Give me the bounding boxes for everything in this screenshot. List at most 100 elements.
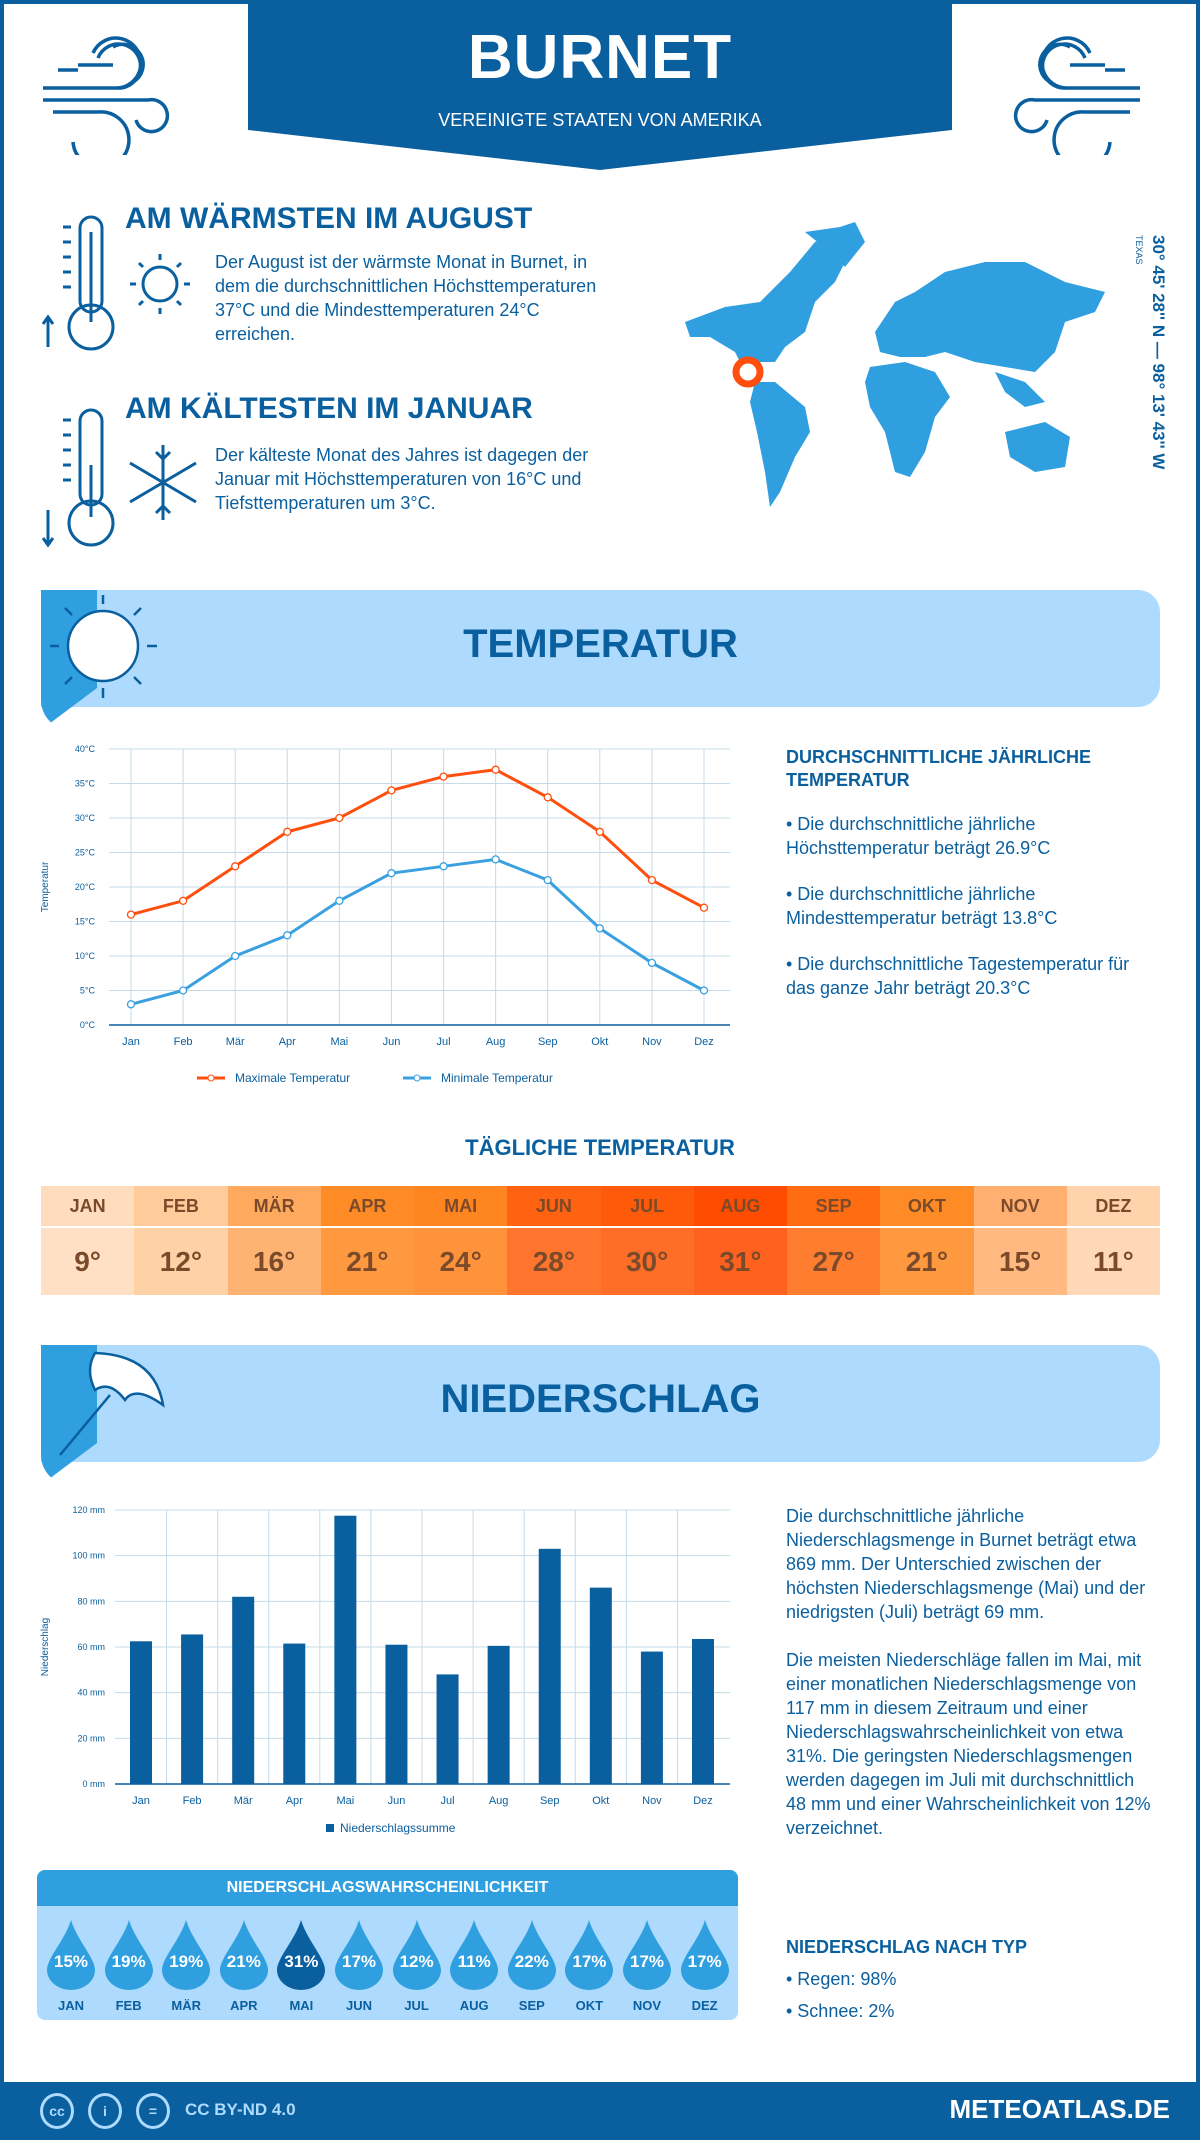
probability-drop: 17% JUN [335,1920,383,2013]
thermometer-warm-icon [41,215,190,351]
probability-month: MAI [289,1998,314,2013]
x-tick-label: Nov [642,1795,662,1807]
data-point [543,875,552,885]
x-tick-label: Dez [693,1795,713,1807]
probability-drop: 15% JAN [47,1920,95,2013]
license-link[interactable]: CC BY-ND 4.0 [185,2100,296,2119]
data-point [231,862,240,871]
daily-month: FEB [134,1186,228,1226]
x-tick-label: Jul [437,1036,451,1048]
probability-value: 17% [572,1952,607,1971]
probability-drop: 22% SEP [507,1920,556,2013]
data-point [335,813,344,823]
x-tick-label: Okt [592,1795,609,1807]
bar [538,1548,561,1784]
location-marker-icon [732,356,764,388]
y-tick-label: 5°C [80,986,96,996]
footer: cc i = CC BY-ND 4.0 METEOATLAS.DE [0,2082,1200,2140]
data-point [491,855,500,864]
raindrop-icon [680,1920,729,1990]
daily-month: JUL [600,1186,694,1226]
data-point [387,869,396,878]
x-tick-label: Aug [489,1795,509,1807]
bar [232,1596,255,1784]
daily-value: 16° [227,1226,321,1295]
daily-value: 31° [693,1226,787,1295]
daily-temperature-table: JAN FEB MÄR APR MAI JUN JUL AUG SEP OKT NOV DEZ 9° 12… [41,1186,1160,1295]
daily-month: MÄR [227,1186,321,1226]
daily-month: SEP [787,1186,881,1226]
daily-month: JUN [507,1186,601,1226]
y-tick-label: 120 mm [72,1505,105,1515]
probability-value: 17% [687,1952,722,1971]
y-axis-label: Niederschlag [40,1618,51,1676]
x-tick-label: Okt [591,1036,608,1048]
y-tick-label: 80 mm [77,1596,105,1606]
data-point [647,875,657,885]
y-axis-label: Temperatur [40,861,51,912]
precipitation-summary: Die durchschnittliche jährliche Niedersc… [786,1504,1156,1840]
warmest-text: Der August ist der wärmste Monat in Burn… [215,252,597,344]
y-tick-label: 60 mm [77,1642,105,1652]
daily-temperature-title: TÄGLICHE TEMPERATUR [465,1135,735,1160]
type-rain: • Regen: 98% [786,1969,897,1989]
series-line [130,857,705,1006]
x-tick-label: Jun [383,1036,401,1048]
data-point [699,903,709,912]
y-tick-label: 15°C [75,917,96,927]
precipitation-para-1: Die durchschnittliche jährliche Niedersc… [786,1506,1146,1622]
probability-month: NOV [632,1998,662,2013]
site-link[interactable]: METEOATLAS.DE [949,2094,1170,2124]
probability-drop: 11% AUG [450,1920,499,2013]
y-tick-label: 30°C [75,813,96,823]
probability-drop: 12% JUL [392,1920,441,2013]
daily-value: 28° [507,1226,601,1295]
probability-month: DEZ [691,1998,718,2013]
legend-marker [413,1074,421,1082]
sun-icon [130,254,190,314]
types-heading: NIEDERSCHLAG NACH TYP [786,1937,1028,1957]
y-tick-label: 0°C [80,1020,96,1030]
bar [692,1639,714,1784]
probability-value: 11% [457,1952,491,1971]
raindrop-icon [450,1920,499,1990]
bar [487,1645,510,1784]
x-tick-label: Mär [234,1795,253,1807]
type-snow: • Schnee: 2% [786,2001,895,2021]
series-line [130,768,705,917]
x-tick-label: Nov [642,1036,662,1048]
raindrop-icon [219,1920,268,1990]
y-tick-label: 35°C [75,779,96,789]
raindrop-icon [623,1920,671,1990]
warmest-title: AM WÄRMSTEN IM AUGUST [125,202,533,235]
probability-month: APR [230,1998,258,2013]
daily-month: NOV [973,1186,1067,1226]
wind-icon-left [43,36,170,155]
probability-month: MÄR [171,1998,201,2013]
region-label: TEXAS [1134,235,1144,265]
data-point [595,924,604,933]
x-tick-label: Jan [132,1795,150,1807]
daily-value: 21° [880,1226,974,1295]
x-tick-label: Aug [486,1036,506,1048]
bar [130,1641,152,1784]
raindrop-icon [335,1920,383,1990]
data-point [699,986,709,995]
x-tick-label: Jul [441,1795,455,1807]
probability-value: 22% [514,1952,549,1971]
bar [283,1643,306,1784]
daily-month: MAI [414,1186,508,1226]
probability-drop: 19% MÄR [162,1920,211,2013]
probability-value: 31% [284,1952,319,1971]
coldest-title: AM KÄLTESTEN IM JANUAR [125,392,533,425]
coordinates: 30° 45' 28'' N — 98° 13' 43'' W [1149,235,1168,470]
raindrop-icon [392,1920,441,1990]
probability-value: 12% [399,1952,434,1971]
raindrop-icon [277,1920,326,1990]
bar [436,1674,459,1784]
data-point [439,862,448,871]
daily-value: 9° [41,1226,135,1295]
legend-label: Maximale Temperatur [235,1071,350,1085]
y-tick-label: 20°C [75,882,96,892]
data-point [595,827,604,836]
